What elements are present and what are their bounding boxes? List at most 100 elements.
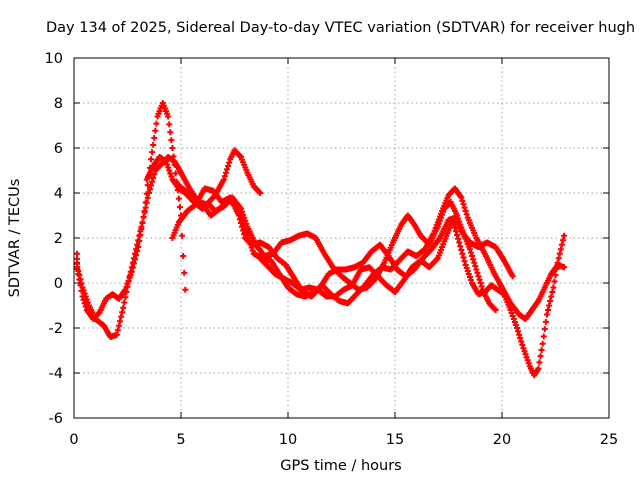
data-point (561, 232, 568, 239)
data-point (536, 359, 543, 366)
data-point (182, 286, 189, 293)
data-point (469, 253, 476, 259)
x-tick-labels: 0 5 10 15 20 25 (69, 432, 618, 448)
data-point (121, 299, 128, 306)
data-point (165, 113, 172, 120)
data-point (519, 341, 526, 348)
x-tick-label: 15 (386, 432, 404, 448)
data-point (152, 127, 159, 134)
data-point (552, 272, 559, 279)
data-point (542, 318, 549, 325)
data-point (136, 232, 143, 239)
y-tick-label: -2 (49, 321, 63, 337)
data-point (126, 273, 133, 280)
data-point (124, 283, 131, 290)
data-point (476, 276, 483, 283)
data-point (457, 243, 464, 250)
axis-ticks (73, 57, 610, 419)
data-point (460, 201, 467, 208)
data-point (130, 255, 137, 262)
data-point (74, 250, 80, 257)
data-point (471, 259, 478, 266)
y-tick-label: 6 (54, 141, 63, 157)
data-point (134, 241, 141, 248)
data-point (145, 190, 152, 196)
data-point (243, 229, 250, 236)
data-point (477, 280, 484, 286)
data-point (459, 197, 466, 204)
series-track-6 (255, 217, 568, 379)
data-point (181, 269, 188, 276)
data-point (226, 159, 233, 166)
data-point (137, 228, 144, 235)
data-point (141, 209, 148, 216)
data-point (149, 178, 156, 185)
data-point (451, 224, 458, 231)
data-point (538, 346, 545, 353)
data-point (140, 214, 147, 221)
data-point (516, 331, 523, 338)
data-point (122, 294, 129, 301)
data-point (475, 273, 482, 280)
data-point (460, 254, 467, 261)
data-point (143, 199, 150, 206)
data-point (244, 232, 251, 239)
data-point (473, 266, 480, 273)
data-point (242, 226, 249, 232)
data-point (548, 293, 555, 300)
data-point (221, 173, 228, 180)
data-point (151, 134, 158, 141)
data-point (76, 272, 83, 279)
x-tick-label: 20 (493, 432, 511, 448)
data-point (176, 204, 183, 211)
data-point (509, 273, 516, 280)
data-point (249, 247, 256, 254)
data-point (113, 331, 120, 338)
data-point (492, 307, 499, 313)
data-point (224, 166, 231, 173)
data-point (133, 246, 140, 253)
data-point (142, 204, 149, 211)
y-tick-label: 10 (45, 51, 63, 67)
data-point (246, 238, 253, 245)
data-point (118, 313, 125, 320)
data-point (518, 338, 525, 345)
data-point (463, 211, 470, 218)
data-point (180, 253, 187, 259)
data-point (169, 145, 176, 151)
data-point (545, 307, 552, 313)
data-point (138, 223, 145, 230)
y-tick-label: -4 (49, 366, 63, 382)
data-point (549, 289, 556, 295)
data-point (120, 304, 127, 311)
data-point (168, 137, 175, 144)
data-point (144, 194, 151, 201)
data-point (558, 241, 565, 248)
data-point (461, 258, 468, 265)
y-tick-labels: -6 -4 -2 0 2 4 6 8 10 (45, 51, 63, 427)
data-point (539, 340, 546, 347)
x-tick-label: 25 (600, 432, 618, 448)
data-point (179, 232, 186, 239)
data-point (135, 237, 142, 244)
data-point (150, 175, 157, 181)
data-point (167, 129, 174, 136)
data-point (554, 259, 561, 266)
data-point (148, 156, 155, 163)
data-point (550, 284, 557, 291)
data-point (257, 190, 264, 196)
data-point (459, 250, 466, 257)
y-tick-label: 4 (54, 186, 63, 202)
data-point (458, 247, 465, 253)
data-point (153, 120, 160, 127)
data-point (220, 176, 227, 183)
data-point (559, 237, 566, 244)
data-point (117, 318, 124, 325)
data-point (551, 278, 558, 285)
data-point (555, 255, 562, 262)
x-axis-label: GPS time / hours (280, 458, 401, 474)
data-point (556, 250, 563, 257)
data-point (541, 326, 548, 333)
